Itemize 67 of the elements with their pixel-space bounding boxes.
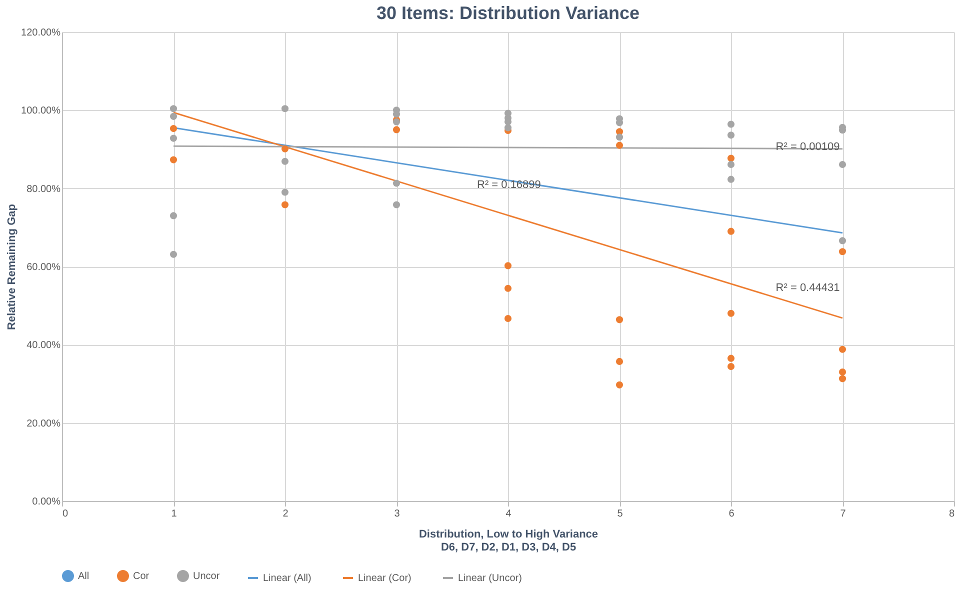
point [727, 228, 735, 235]
point [616, 358, 624, 365]
point [727, 154, 735, 162]
point [281, 145, 289, 152]
point [504, 262, 512, 270]
point [838, 160, 846, 168]
x-axis-title: Distribution, Low to High Variance D6, D7, D2, D1, D3, D4, D5 [418, 528, 598, 554]
point [392, 201, 400, 208]
y-tick-label: 120.00% [21, 28, 61, 38]
point [727, 310, 735, 317]
point [727, 132, 735, 139]
point [616, 134, 624, 141]
point [616, 316, 624, 324]
legend-label: Uncor [193, 571, 220, 582]
legend-label: Linear (Cor) [358, 573, 412, 584]
x-tick-label: 0 [62, 508, 68, 520]
point [281, 105, 289, 112]
point [170, 134, 178, 142]
y-tick-label: 40.00% [26, 340, 61, 352]
point [727, 363, 735, 370]
x-tick-label: 8 [948, 508, 955, 520]
legend-label: All [78, 571, 90, 582]
y-tick-label: 80.00% [26, 184, 61, 195]
y-tick-label: 60.00% [26, 262, 61, 273]
x-tick-label: 1 [171, 508, 178, 520]
x-tick-label: 4 [506, 508, 512, 520]
point [838, 237, 846, 244]
point [727, 120, 735, 128]
point [504, 314, 512, 322]
point [281, 201, 289, 208]
point [392, 126, 400, 134]
chart-title: 30 Items: Distribution Variance [376, 3, 640, 23]
legend-label: Linear (All) [263, 573, 312, 584]
point [170, 156, 178, 164]
annotation: R² = 0.16899 [477, 178, 541, 191]
point [281, 158, 289, 165]
point [504, 284, 512, 292]
point [170, 105, 178, 112]
point [616, 142, 624, 149]
y-tick-label: 20.00% [26, 418, 61, 430]
point [170, 212, 178, 220]
legend-label: Cor [133, 571, 150, 582]
annotation: R² = 0.00109 [776, 141, 840, 154]
point [170, 112, 178, 120]
point [838, 248, 846, 256]
point [392, 180, 400, 187]
point [170, 250, 178, 258]
point [727, 176, 735, 183]
point [727, 160, 735, 168]
x-tick-label: 7 [840, 508, 846, 520]
y-tick-label: 0.00% [32, 496, 61, 508]
x-tick-label: 5 [617, 508, 624, 520]
point [838, 375, 846, 382]
point [838, 346, 846, 353]
y-axis-title: Relative Remaining Gap [6, 204, 18, 330]
point [838, 368, 846, 376]
point [170, 125, 178, 132]
annotation: R² = 0.44431 [776, 282, 840, 294]
x-tick-label: 3 [394, 508, 400, 520]
point [281, 188, 289, 196]
y-tick-label: 100.00% [21, 106, 61, 117]
x-tick-label: 6 [728, 508, 735, 520]
point [504, 124, 512, 132]
x-tick-label: 2 [282, 508, 289, 520]
legend-label: Linear (Uncor) [458, 573, 522, 584]
point [616, 381, 624, 388]
point [727, 354, 735, 362]
